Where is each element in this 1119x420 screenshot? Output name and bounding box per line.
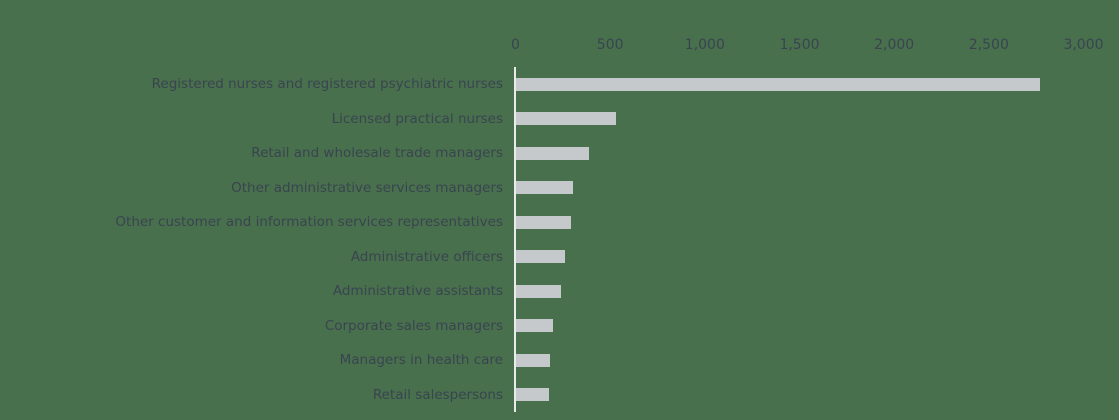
bar [516,181,573,195]
bar [516,353,551,367]
bar [516,388,550,402]
bar-row: Administrative assistants [0,274,1119,309]
x-tick-label: 1,500 [779,37,820,53]
x-tick-label: 1,000 [684,37,725,53]
bar-row: Retail salespersons [0,378,1119,413]
bar-track [503,378,1119,413]
bar [516,146,589,160]
bar-track [503,67,1119,102]
bar-row: Other customer and information services … [0,205,1119,240]
bar [516,250,566,264]
category-label: Retail and wholesale trade managers [251,145,503,162]
bar-track [503,171,1119,206]
bar-track [503,205,1119,240]
x-tick-label: 2,500 [968,37,1009,53]
bar-row: Other administrative services managers [0,171,1119,206]
bar [516,284,562,298]
bar [516,215,571,229]
category-label: Managers in health care [339,352,503,369]
bar-row: Retail and wholesale trade managers [0,136,1119,171]
bar-row: Managers in health care [0,343,1119,378]
bar [516,112,617,126]
category-label: Registered nurses and registered psychia… [151,76,503,93]
bar-row: Administrative officers [0,240,1119,275]
bar-track [503,240,1119,275]
x-tick-label: 500 [596,37,624,53]
category-label: Administrative officers [350,248,503,265]
category-label: Corporate sales managers [324,317,503,334]
chart-rows: Registered nurses and registered psychia… [0,67,1119,412]
bar [516,77,1041,91]
bar-row: Corporate sales managers [0,309,1119,344]
bar-row: Registered nurses and registered psychia… [0,67,1119,102]
category-label: Administrative assistants [332,283,503,300]
bar-track [503,343,1119,378]
x-tick-label: 3,000 [1063,37,1104,53]
x-tick-label: 2,000 [874,37,915,53]
category-label: Licensed practical nurses [331,110,503,127]
bar-track [503,309,1119,344]
x-tick-label: 0 [511,37,520,53]
bar-track [503,102,1119,137]
bar-track [503,136,1119,171]
x-axis: 0 500 1,000 1,500 2,000 2,500 3,000 [0,36,1119,54]
bar-row: Licensed practical nurses [0,102,1119,137]
category-label: Retail salespersons [372,386,503,403]
bar-track [503,274,1119,309]
category-label: Other customer and information services … [115,214,503,231]
y-axis-line [514,67,516,412]
bar [516,319,553,333]
category-label: Other administrative services managers [231,179,503,196]
